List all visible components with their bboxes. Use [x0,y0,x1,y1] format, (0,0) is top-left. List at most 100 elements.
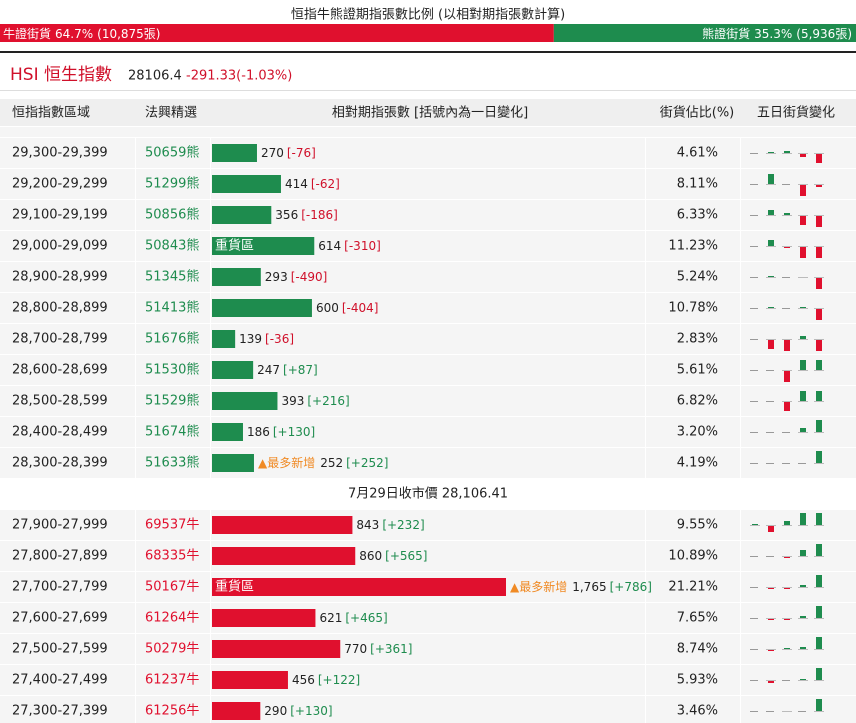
spark-bar [800,215,806,225]
spark-base [798,153,808,154]
contracts-value: 614 [318,239,341,253]
spark-bar [766,463,774,464]
contracts-value: 456 [292,673,315,687]
spark-bar [782,463,790,464]
share: 3.46% [677,704,718,719]
warrant-code: 51530熊 [145,362,199,378]
spark-bar [816,153,822,163]
daily-change: [+465] [345,611,387,625]
spark-bar [816,451,822,463]
contracts-bar [212,392,278,410]
col-sep [210,417,211,447]
ratio-title: 恒指牛熊證期指張數比例 (以相對期指張數計算) [291,7,565,23]
daily-change: [-76] [287,146,316,160]
share: 11.23% [668,239,718,254]
col-sep [135,448,136,478]
spark-base [814,525,824,526]
col-sep [135,169,136,199]
spark-bar [784,339,790,351]
share: 8.74% [677,642,718,657]
spark-bar [768,680,774,683]
col-sep [740,231,741,261]
spark-base [782,587,792,588]
spark-base [798,525,808,526]
spark-bar [816,606,822,618]
contracts-value: 1,765 [572,580,606,594]
col-sep [645,293,646,323]
spark-bar [816,339,822,351]
spark-bar [750,370,758,371]
col-sep [645,541,646,571]
spark-bar [768,174,774,184]
bull-ratio-bar [0,24,554,42]
contracts-label: 860 [+565] [359,549,427,563]
row-bg [0,262,856,292]
spark-base [782,215,792,216]
spark-base [782,370,792,371]
row-bg [0,665,856,695]
spark-bar [800,679,806,680]
contracts-label: 186 [+130] [247,425,315,439]
spark-bar [800,585,806,587]
spark-bar [750,618,758,619]
warrant-code: 50659熊 [145,145,199,161]
contracts-label: 393 [+216] [281,394,349,408]
col-sep [135,510,136,540]
daily-change: [-310] [344,239,381,253]
col-sep [645,448,646,478]
spark-base [782,401,792,402]
spark-bar [816,575,822,587]
spark-base [798,618,808,619]
spark-base [798,587,808,588]
spark-bar [768,339,774,349]
warrant-code: 69537牛 [145,518,199,533]
spark-base [798,432,808,433]
col-sep [645,355,646,385]
col-sep [210,324,211,354]
spark-base [814,308,824,309]
warrant-code: 68335牛 [145,549,199,564]
daily-change: [+361] [370,642,412,656]
spark-bar [784,370,790,382]
col-sep [645,510,646,540]
col-sep [740,138,741,168]
spark-base [782,649,792,650]
col-sep [740,293,741,323]
spark-base [766,215,776,216]
warrant-code: 51674熊 [145,424,199,440]
col-sep [210,355,211,385]
range: 27,800-27,899 [12,549,108,564]
daily-change: [+565] [385,549,427,563]
range: 28,400-28,499 [12,425,108,440]
range: 28,500-28,599 [12,394,108,409]
spark-bar [766,370,774,371]
range: 29,000-29,099 [12,239,108,254]
spark-bar [816,668,822,680]
range: 29,100-29,199 [12,208,108,223]
spark-bar [816,420,822,432]
warrant-code: 50843熊 [145,238,199,254]
col-sep [210,200,211,230]
col-sep [210,665,211,695]
bear-ratio-part: 35.3% [754,27,792,41]
partial-row [0,127,856,137]
col-sep [210,510,211,540]
col-sep [210,696,211,723]
index-name: HSI 恒生指數 [10,65,112,85]
warrant-code: 50279牛 [145,642,199,657]
spark-bar [766,556,774,557]
spark-bar [750,246,758,247]
spark-bar [816,513,822,525]
spark-base [766,618,776,619]
col-sep [645,665,646,695]
daily-change: [+252] [346,456,388,470]
row-bg [0,448,856,478]
col-sep [645,262,646,292]
most-added-note: ▲最多新增 [258,455,315,470]
range: 27,400-27,499 [12,673,108,688]
col-sep [645,200,646,230]
spark-bar [750,432,758,433]
spark-bar [750,153,758,154]
daily-change: [+786] [610,580,652,594]
range: 27,600-27,699 [12,611,108,626]
